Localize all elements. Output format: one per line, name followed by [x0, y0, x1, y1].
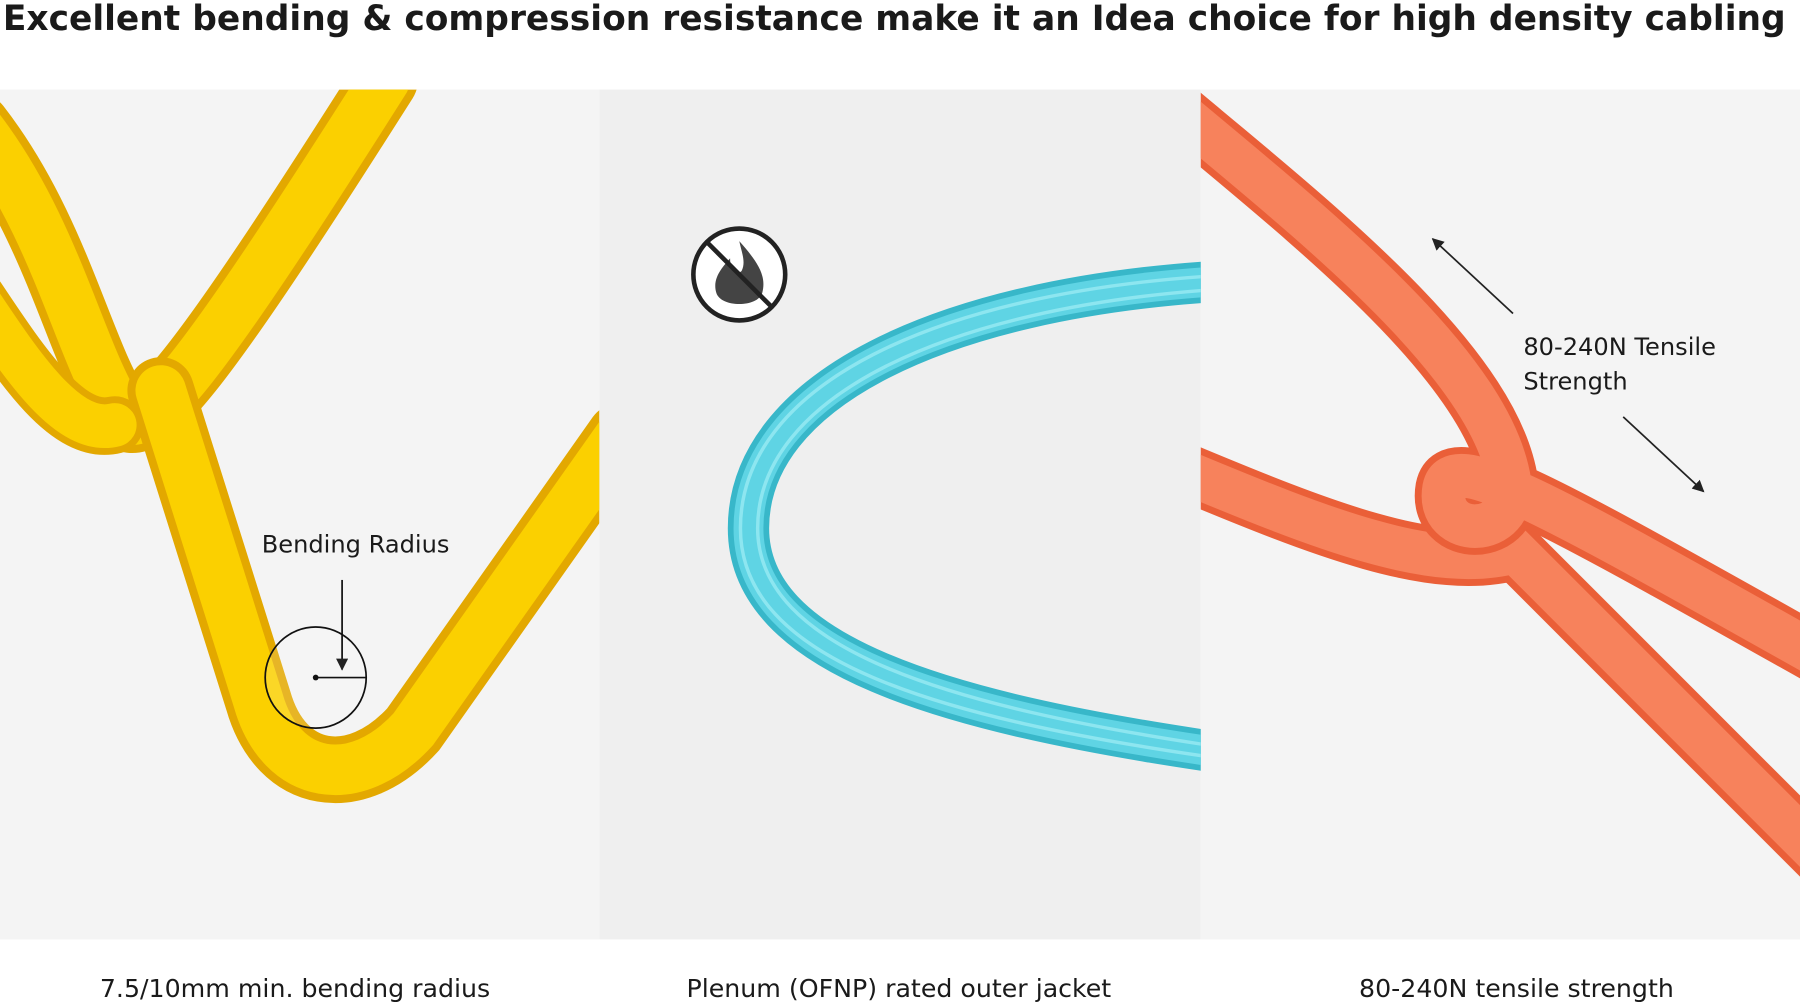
annotation: Bending Radius	[262, 530, 450, 558]
tension-arrow	[1622, 416, 1705, 493]
annotation: 80-240N Tensile	[1523, 333, 1716, 361]
tension-arrow	[1431, 238, 1514, 315]
page-title: Excellent bending & compression resistan…	[3, 0, 1786, 39]
caption: Plenum (OFNP) rated outer jacket	[686, 974, 1111, 1003]
no-fire-icon	[691, 226, 788, 323]
caption: 7.5/10mm min. bending radius	[100, 974, 490, 1003]
caption: 80-240N tensile strength	[1359, 974, 1674, 1003]
cyan-cable	[727, 261, 1201, 771]
annotation: Strength	[1523, 367, 1627, 395]
orange-cable	[1200, 92, 1800, 877]
yellow-cable	[0, 89, 600, 804]
panel-bg	[599, 89, 1201, 940]
